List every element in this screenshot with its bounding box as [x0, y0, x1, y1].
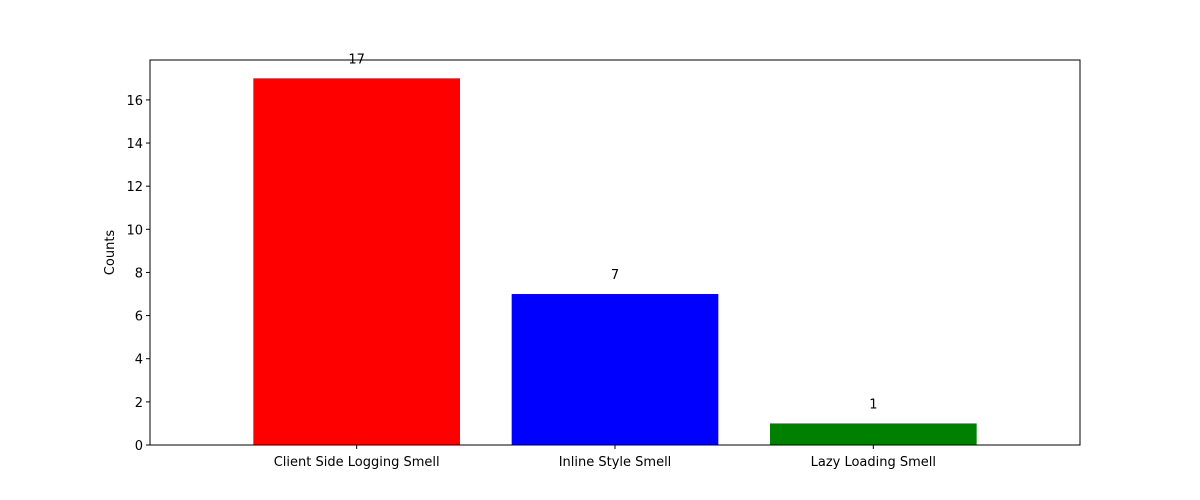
y-tick-label-7: 14 — [126, 137, 143, 152]
y-tick-label-0: 0 — [135, 439, 143, 454]
y-tick-label-5: 10 — [126, 223, 143, 238]
y-axis: 0 2 4 6 8 10 12 14 16 — [126, 94, 150, 454]
bar-0 — [253, 78, 460, 445]
y-axis-label: Counts — [103, 230, 118, 276]
plot-frame — [149, 59, 1081, 446]
x-tick-label-0: Client Side Logging Smell — [274, 455, 440, 470]
y-tick-label-1: 2 — [135, 396, 143, 411]
y-tick-label-3: 6 — [135, 310, 143, 325]
bar-1 — [511, 294, 719, 445]
bars-group — [253, 78, 977, 445]
data-label-2: 1 — [869, 398, 877, 413]
bar-2 — [770, 423, 977, 445]
y-tick-label-2: 4 — [135, 353, 143, 368]
y-tick-label-8: 16 — [126, 94, 143, 109]
x-tick-label-1: Inline Style Smell — [559, 455, 672, 470]
x-axis: Client Side Logging Smell Inline Style Sm… — [274, 445, 936, 470]
y-tick-label-6: 12 — [126, 180, 143, 195]
y-tick-label-4: 8 — [135, 266, 143, 281]
x-tick-label-2: Lazy Loading Smell — [811, 455, 936, 470]
data-label-1: 7 — [611, 268, 619, 283]
